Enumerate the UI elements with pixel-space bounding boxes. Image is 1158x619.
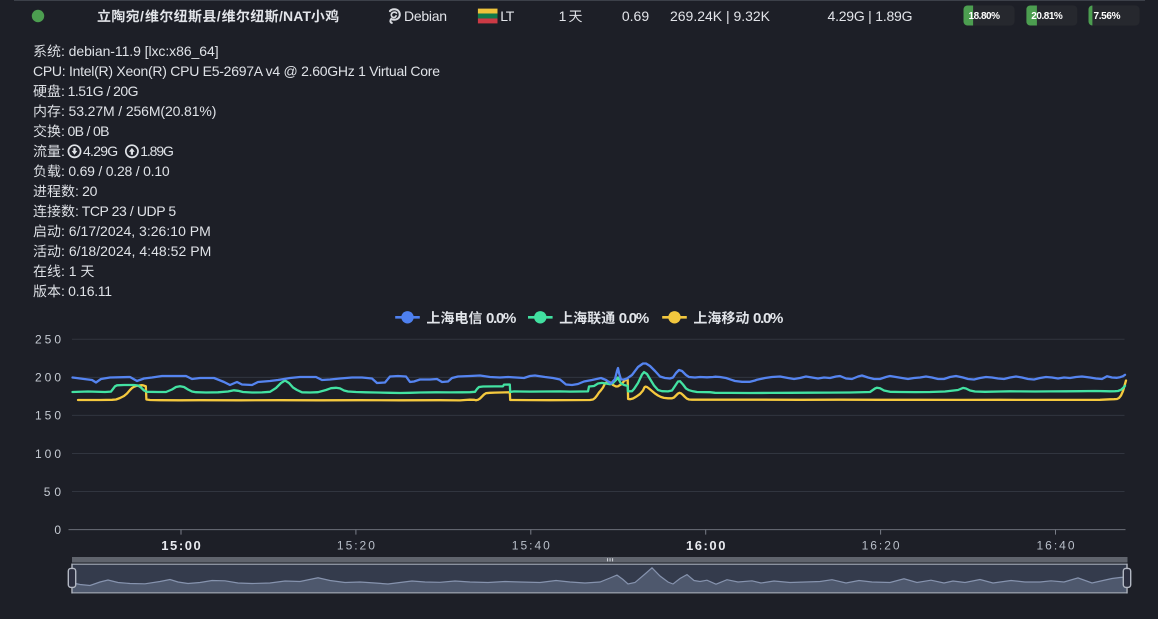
svg-text:0.0%: 0.0% — [486, 310, 516, 327]
svg-text:0.69: 0.69 — [622, 8, 649, 24]
svg-text:: TCP 23 / UDP 5: : TCP 23 / UDP 5 — [75, 203, 176, 219]
svg-text:: 1.51G / 20G: : 1.51G / 20G — [61, 83, 139, 99]
svg-text:50: 50 — [44, 485, 62, 499]
svg-text:/: / — [217, 8, 221, 24]
svg-text:15:40: 15:40 — [512, 539, 550, 553]
svg-text:100: 100 — [35, 447, 61, 461]
svg-text:7.56%: 7.56% — [1094, 11, 1121, 22]
svg-text:: 0B / 0B: : 0B / 0B — [61, 123, 110, 139]
svg-text:269.24K | 9.32K: 269.24K | 9.32K — [670, 8, 771, 24]
svg-text:: debian-11.9 [lxc:x86_64]: : debian-11.9 [lxc:x86_64] — [61, 43, 219, 59]
svg-text:1.89G: 1.89G — [140, 143, 174, 159]
svg-text:: 53.27M / 256M(20.81%): : 53.27M / 256M(20.81%) — [61, 103, 216, 119]
svg-text:: 0.16.11: : 0.16.11 — [61, 283, 112, 299]
svg-text::: : — [61, 143, 65, 159]
svg-text:CPU: Intel(R) Xeon(R) CPU E5-2: CPU: Intel(R) Xeon(R) CPU E5-2697A v4 @ … — [33, 63, 440, 79]
svg-text:200: 200 — [35, 371, 61, 385]
svg-text:20.81%: 20.81% — [1031, 11, 1063, 22]
svg-text:/NAT: /NAT — [279, 8, 311, 24]
svg-text:250: 250 — [35, 333, 61, 347]
svg-text:0.0%: 0.0% — [753, 310, 783, 327]
svg-text:16:20: 16:20 — [862, 539, 900, 553]
svg-text:150: 150 — [35, 409, 61, 423]
svg-text:18.80%: 18.80% — [969, 11, 1001, 22]
svg-text:0: 0 — [54, 523, 61, 537]
svg-text:Debian: Debian — [404, 8, 447, 24]
svg-text:15:00: 15:00 — [161, 538, 201, 553]
svg-text:: 0.69 / 0.28 / 0.10: : 0.69 / 0.28 / 0.10 — [61, 163, 170, 179]
svg-text:4.29G | 1.89G: 4.29G | 1.89G — [828, 8, 913, 24]
svg-text:1: 1 — [559, 8, 567, 24]
svg-text:16:00: 16:00 — [686, 538, 726, 553]
svg-text:: 20: : 20 — [75, 183, 98, 199]
svg-text:/: / — [140, 8, 144, 24]
svg-text:16:40: 16:40 — [1037, 539, 1075, 553]
svg-text:LT: LT — [500, 8, 514, 24]
svg-text:: 6/17/2024, 3:26:10 PM: : 6/17/2024, 3:26:10 PM — [61, 223, 211, 239]
svg-text:15:20: 15:20 — [337, 539, 375, 553]
svg-text:0.0%: 0.0% — [619, 310, 649, 327]
svg-text:4.29G: 4.29G — [83, 143, 118, 159]
svg-text:: 6/18/2024, 4:48:52 PM: : 6/18/2024, 4:48:52 PM — [61, 243, 211, 259]
svg-text:: 1: : 1 — [61, 263, 77, 279]
